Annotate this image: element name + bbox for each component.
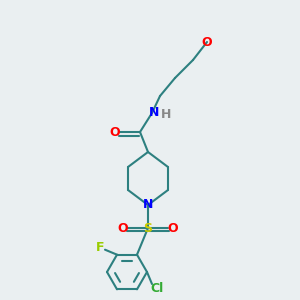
Text: O: O xyxy=(168,221,178,235)
Text: F: F xyxy=(96,241,104,254)
Text: N: N xyxy=(149,106,159,119)
Text: O: O xyxy=(118,221,128,235)
Text: S: S xyxy=(143,221,152,235)
Text: H: H xyxy=(161,109,171,122)
Text: N: N xyxy=(143,199,153,212)
Text: Cl: Cl xyxy=(150,281,164,295)
Text: O: O xyxy=(110,125,120,139)
Text: O: O xyxy=(202,35,212,49)
